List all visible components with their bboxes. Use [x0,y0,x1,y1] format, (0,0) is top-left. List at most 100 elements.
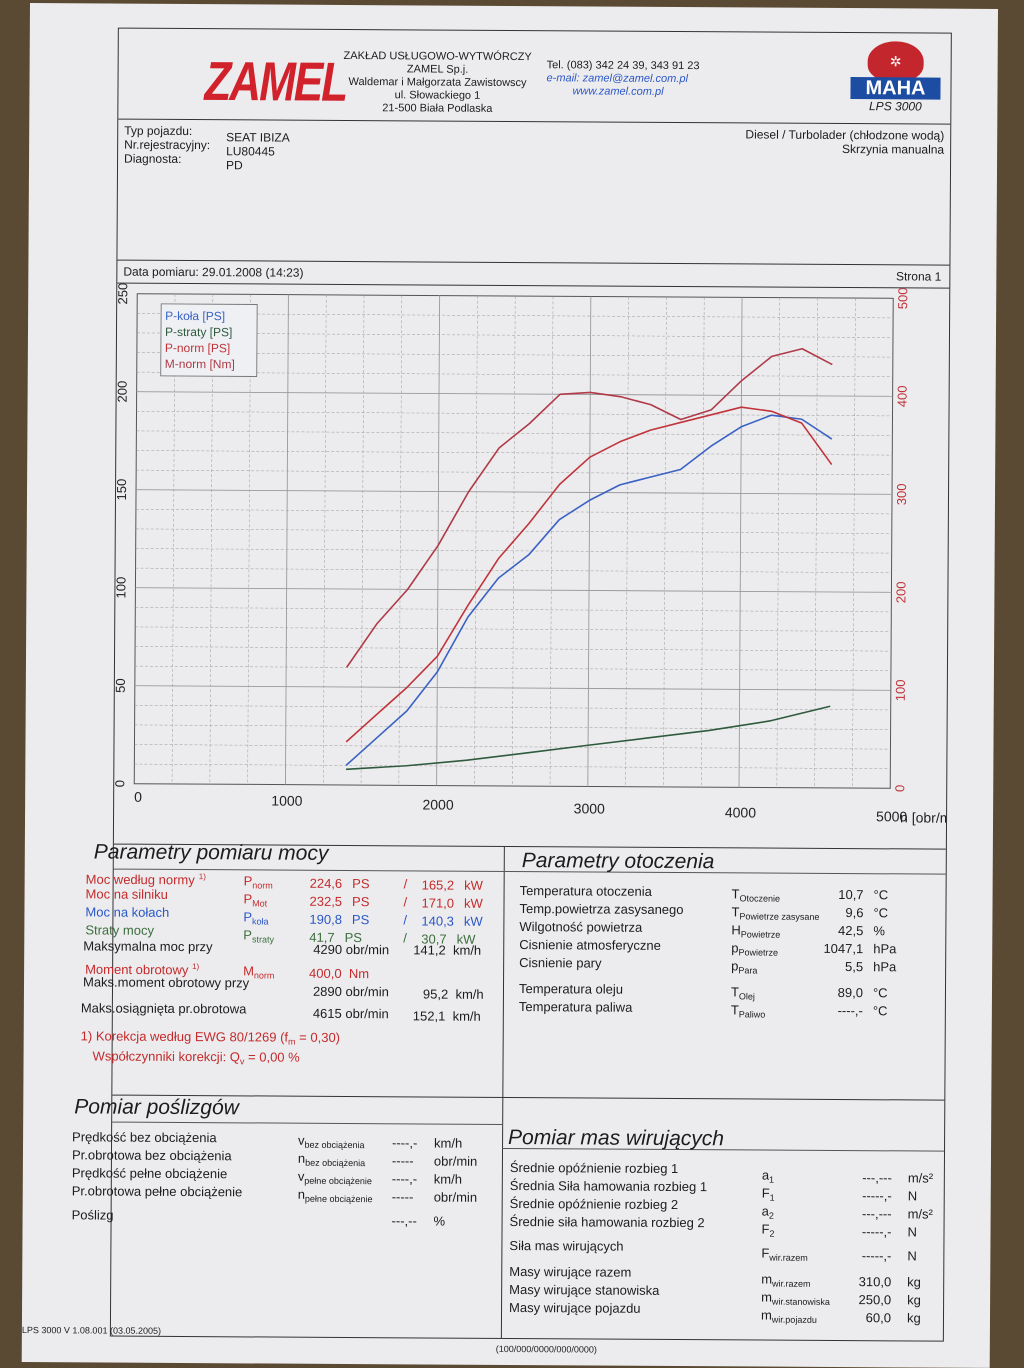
company-line: 21-500 Biała Podlaska [382,102,493,115]
ambient-row-label: Temperatura otoczenia [519,883,652,899]
company-line: Waldemar i Małgorzata Zawistowscy [348,75,527,90]
ambient-row-unit: hPa [873,959,897,975]
x-tick-label: 1000 [271,793,302,809]
measurement-date: Data pomiaru: 29.01.2008 (14:23) [123,264,304,280]
y-right-tick-label: 200 [893,581,908,603]
vehicle-type-value: SEAT IBIZA [226,130,290,145]
legend-box [160,303,258,377]
slip-row-label: Prędkość bez obciążenia [72,1129,217,1146]
inertia-row-value: -----,- [861,1248,892,1264]
grid-line-v [474,295,478,786]
inertia-row-unit: m/s² [907,1206,933,1222]
grid-line-h [136,371,893,377]
ambient-row-symbol: pPara [731,958,758,976]
x-tick-label: 4000 [725,804,756,820]
inertia-row-unit: N [907,1224,917,1240]
inertia-row-value: 250,0 [858,1292,892,1308]
slip-row-unit: % [433,1213,446,1229]
inertia-row-label: Średnie siła hamowania rozbieg 2 [509,1213,705,1231]
grid-line-v [852,298,856,789]
slip-row-symbol: npełne obciążenie [297,1186,373,1205]
max-torque-rpm: 2890 obr/min [312,983,389,1000]
inertia-row-symbol: F2 [761,1221,775,1239]
power-row-ps: 232,5 PS [309,893,370,910]
dyno-chart-svg: 0 1000 2000 3000 4000 5000 0 50 100 150 200 250 0 100… [112,283,966,826]
slip-row-unit: km/h [434,1135,463,1151]
slip-row-label: Prędkość pełne obciążenie [71,1165,228,1182]
grid-line-h [136,332,893,338]
grid-line-v [398,295,403,786]
grid-line-h [135,567,892,573]
ambient-row-value: 10,7 [838,886,864,903]
inertia-row-unit: kg [907,1292,921,1308]
grid-line-h [136,391,893,397]
x-axis-label: n [obr/min] [900,809,949,825]
inertia-row-label: Siła mas wirujących [509,1237,624,1254]
slip-row-unit: obr/min [433,1153,478,1169]
grid-line-h [136,430,893,436]
ambient-row-label: Temp.powietrza zasysanego [519,901,684,918]
slip-row-unit: km/h [433,1171,463,1187]
grid-line-h [134,705,891,711]
gear-icon: ✲ [867,41,924,82]
grid-line-h [135,548,892,554]
x-tick-label: 3000 [574,800,605,816]
slip-row-label: Pr.obrotowa bez obciążenia [71,1147,232,1164]
paper-sheet: ZAMEL ZAKŁAD USŁUGOWO-WYTWÓRCZY ZAMEL Sp… [21,3,998,1368]
power-row-symbol: Pstraty [243,927,275,945]
software-version: LPS 3000 V 1.08.001 (03.05.2005) [21,1325,162,1336]
ambient-row-unit: % [873,923,885,939]
grid-line-h [136,450,893,456]
inertia-row-symbol: Fwir.razem [761,1245,808,1263]
power-row-label: Straty mocy [85,922,155,938]
slip-section-title: Pomiar poślizgów [74,1095,239,1120]
page-number: Strona 1 [895,269,942,284]
y-left-tick-label: 200 [115,381,130,403]
website-link: www.zamel.com.pl [572,85,664,98]
grid-line-h [135,528,892,534]
correction-note: 1) Korekcja według EWG 80/1269 (fm = 0,3… [80,1028,341,1047]
series-line-3 [345,347,833,668]
inertia-row-value: ---,--- [861,1206,892,1222]
vehicle-info: Typ pojazdu: Nr.rejestracyjny: Diagnosta… [117,119,951,266]
grid-line-h [137,313,894,319]
grid-line-h [134,744,891,750]
ambient-row-label: Cisnienie atmosferyczne [519,937,661,953]
report-frame: ZAMEL ZAKŁAD USŁUGOWO-WYTWÓRCZY ZAMEL Sp… [72,27,966,1342]
grid-line-v [322,294,327,785]
company-line: ZAMEL Sp.j. [406,63,469,76]
slip-row-value: ----,- [391,1171,418,1187]
config-code: (100/000/0000/000/0000) [495,1343,597,1355]
max-torque-label: Maks.moment obrotowy przy [82,974,250,991]
torque-value: 400,0 Nm [309,965,370,982]
ambient-row-unit: hPa [873,941,897,957]
y-right-tick-label: 0 [892,785,907,792]
slip-row-value: ---,-- [391,1213,417,1229]
power-row-kw: 165,2 kW [421,877,484,893]
ambient-row-value: 42,5 [838,922,864,939]
ambient-row-label: Cisnienie pary [519,955,602,971]
ambient-row-unit: °C [873,887,889,903]
series-line-0 [345,414,833,766]
power-row-label: Moc na kołach [85,904,170,920]
inertia-row-value: -----,- [861,1224,892,1240]
power-row-kw: 171,0 kW [421,895,483,911]
grid-line-h [135,607,892,613]
series-line-2 [345,406,833,743]
vehicle-values: SEAT IBIZA LU80445 PD [226,130,290,172]
y-right-tick-label: 100 [893,679,908,701]
company-line: ZAKŁAD USŁUGOWO-WYTWÓRCZY [343,49,532,64]
vehicle-type-label: Typ pojazdu: [124,123,193,139]
grid-line-h [135,509,892,515]
power-row-separator: / [403,876,408,892]
inertia-row-unit: N [907,1248,917,1264]
inertia-row-label: Masy wirujące pojazdu [509,1299,641,1316]
grid-line-h [136,469,893,475]
measurement-section: Parametry pomiaru mocy Parametry otoczen… [81,840,946,1101]
engine-type: Diesel / Turbolader (chłodzone wodą) [745,127,945,143]
grid-line-v [814,297,818,788]
diagnostician-value: PD [225,158,243,173]
max-rpm-value: 4615 obr/min [312,1005,389,1022]
power-row-separator: / [403,930,407,946]
inertia-row-value: 310,0 [858,1274,892,1290]
